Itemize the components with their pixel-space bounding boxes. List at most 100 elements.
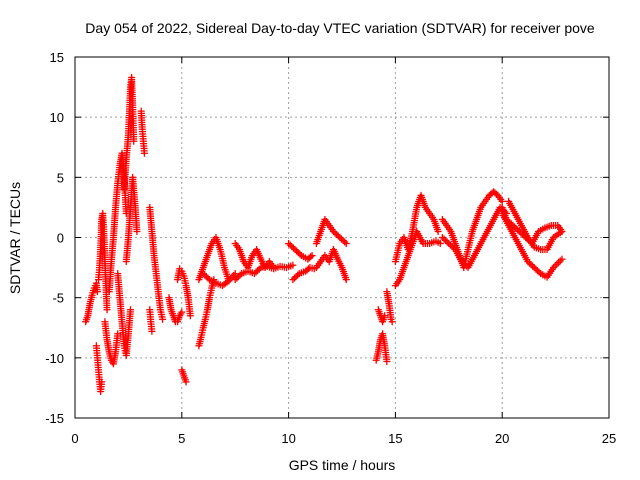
- data-point: [533, 267, 541, 275]
- data-point: [558, 255, 566, 263]
- data-point: [98, 378, 106, 386]
- data-point: [442, 237, 450, 245]
- data-point: [388, 318, 396, 326]
- x-tick-label: 15: [388, 431, 402, 446]
- data-point: [296, 250, 304, 258]
- data-point: [133, 227, 141, 235]
- data-point: [445, 240, 453, 248]
- axes: -15 -10 -5 0 5 10 15 0 5 10 15 20 25: [45, 50, 616, 446]
- data-point: [233, 274, 241, 282]
- data-point: [202, 273, 210, 281]
- data-point: [530, 264, 538, 272]
- data-point: [446, 241, 454, 249]
- data-point: [178, 308, 186, 316]
- data-point: [341, 238, 349, 246]
- y-tick-label: -15: [45, 411, 64, 426]
- data-point: [103, 306, 111, 314]
- data-point: [337, 235, 345, 243]
- data-point: [334, 232, 342, 240]
- data-point: [93, 288, 101, 296]
- data-point: [250, 270, 258, 278]
- data-point: [553, 260, 561, 268]
- data-point: [525, 259, 533, 267]
- data-point: [291, 246, 299, 254]
- data-point: [342, 276, 350, 284]
- data-point: [127, 306, 135, 314]
- data-point: [294, 249, 302, 257]
- data-point: [231, 276, 239, 284]
- data-point: [252, 268, 260, 276]
- data-point: [231, 270, 239, 278]
- y-tick-label: 0: [57, 231, 64, 246]
- data-point: [443, 238, 451, 246]
- data-point: [434, 227, 442, 235]
- data-point: [186, 312, 194, 320]
- data-point: [114, 330, 122, 338]
- data-point: [289, 244, 297, 252]
- data-point: [333, 230, 341, 238]
- data-point: [527, 261, 535, 269]
- grid: [75, 57, 609, 418]
- data-point: [556, 257, 564, 265]
- data-point: [529, 262, 537, 270]
- data-point: [293, 247, 301, 255]
- data-point: [289, 261, 297, 269]
- x-tick-label: 25: [602, 431, 616, 446]
- y-axis-label: SDTVAR / TECUs: [7, 182, 23, 294]
- data-point: [286, 241, 294, 249]
- data-point: [558, 227, 566, 235]
- data-point: [329, 227, 337, 235]
- data-point: [461, 261, 469, 269]
- data-point: [292, 273, 300, 281]
- data-point: [458, 258, 466, 266]
- data-point: [339, 237, 347, 245]
- data-point: [383, 357, 391, 365]
- chart-title: Day 054 of 2022, Sidereal Day-to-day VTE…: [85, 20, 595, 36]
- data-point: [255, 265, 263, 273]
- data-point: [336, 234, 344, 241]
- data-point: [236, 271, 244, 279]
- data-point: [535, 268, 543, 276]
- data-point: [308, 252, 316, 260]
- data-point: [448, 243, 456, 251]
- data-point: [148, 327, 156, 335]
- x-axis-label: GPS time / hours: [289, 457, 396, 473]
- data-point: [381, 312, 389, 320]
- data-point: [289, 276, 297, 284]
- y-tick-label: -5: [52, 291, 64, 306]
- data-point: [512, 224, 520, 232]
- y-tick-label: 10: [50, 110, 64, 125]
- y-tick-label: 5: [57, 170, 64, 185]
- data-point: [307, 253, 315, 261]
- data-point: [204, 274, 212, 282]
- x-tick-label: 5: [178, 431, 185, 446]
- data-point: [199, 270, 207, 278]
- data-point: [285, 240, 293, 248]
- data-point: [524, 258, 532, 266]
- data-point: [234, 273, 242, 281]
- data-point: [159, 315, 167, 323]
- data-point: [140, 149, 148, 157]
- x-tick-label: 10: [281, 431, 295, 446]
- y-tick-label: 15: [50, 50, 64, 65]
- x-tick-label: 20: [495, 431, 509, 446]
- data-point: [555, 259, 563, 267]
- data-point: [532, 265, 540, 273]
- data-point: [498, 197, 506, 205]
- data-point: [459, 259, 467, 267]
- data-point: [130, 137, 138, 145]
- data-point: [440, 235, 448, 243]
- data-point: [450, 244, 458, 252]
- data-point: [182, 378, 190, 386]
- data-point: [290, 274, 298, 282]
- data-point: [438, 234, 446, 241]
- data-point: [288, 243, 296, 251]
- data-point: [342, 240, 350, 248]
- data-points: [82, 73, 566, 396]
- data-point: [201, 271, 209, 279]
- data-point: [223, 278, 231, 286]
- y-tick-label: -10: [45, 351, 64, 366]
- data-point: [436, 240, 444, 248]
- data-point: [254, 267, 262, 275]
